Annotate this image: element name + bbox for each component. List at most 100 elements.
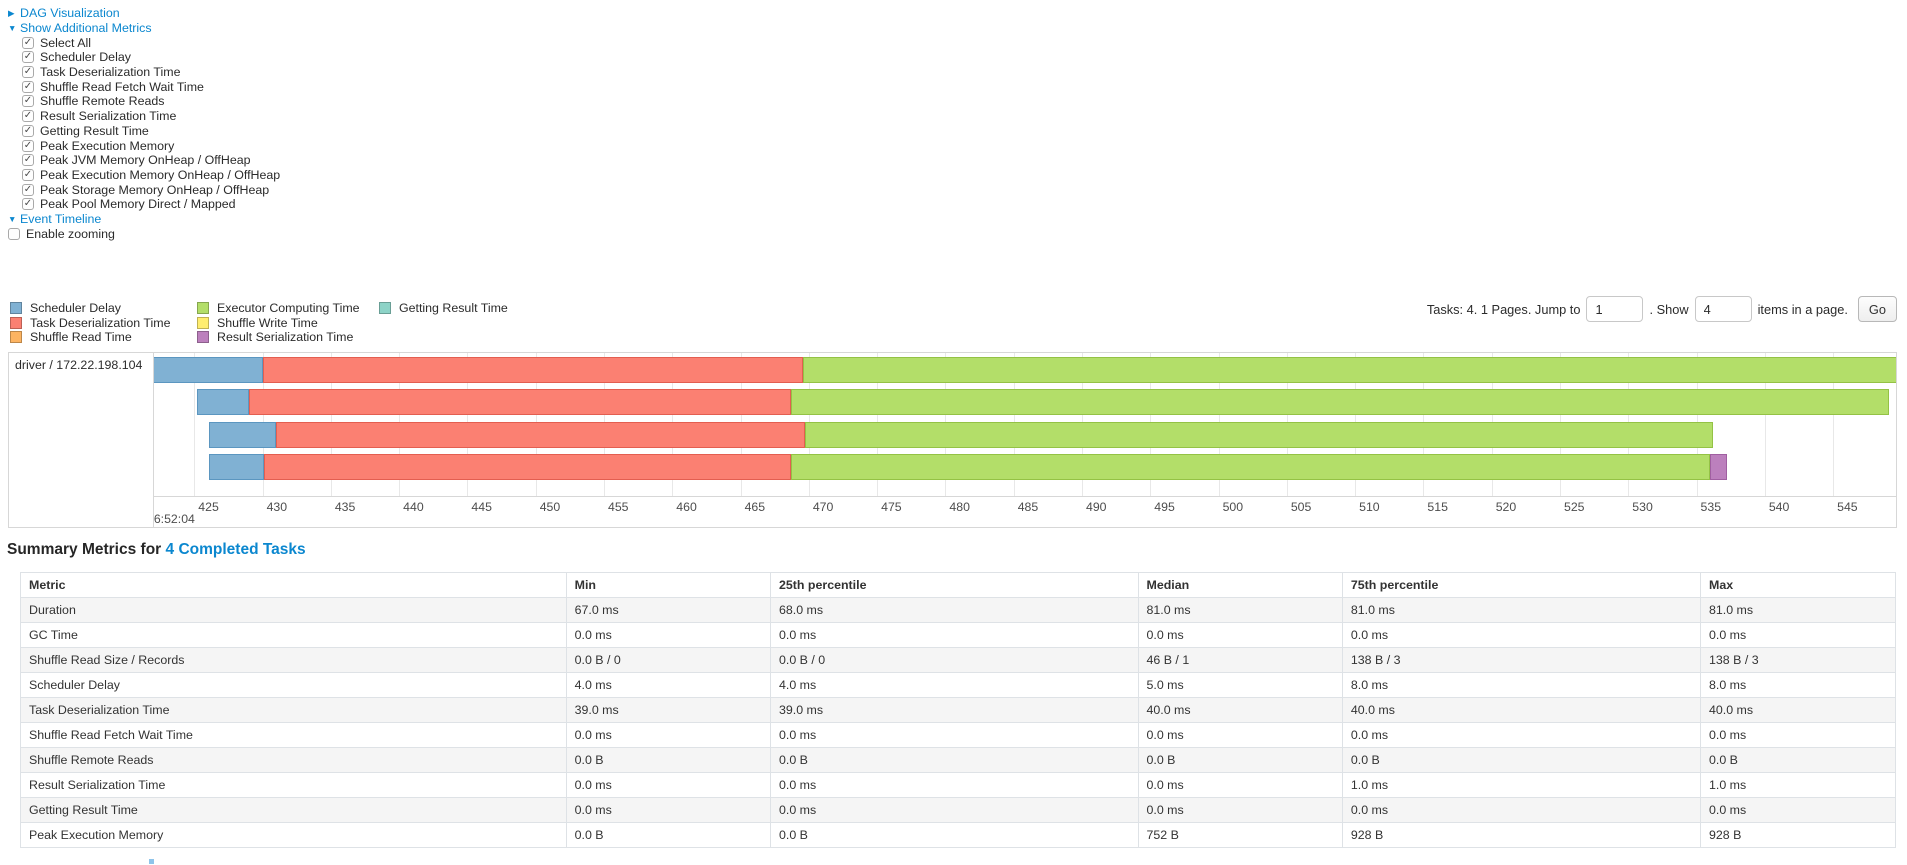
- metric-checkbox-label: Shuffle Read Fetch Wait Time: [40, 79, 204, 94]
- x-tick-label: 435: [334, 500, 356, 514]
- items-per-page-input[interactable]: [1694, 296, 1752, 322]
- task-bar-segment-scheduler_delay[interactable]: [197, 389, 249, 416]
- stage-controls: ▶ DAG Visualization ▼ Show Additional Me…: [8, 6, 280, 241]
- show-additional-metrics-label: Show Additional Metrics: [20, 21, 152, 36]
- enable-zooming-checkbox[interactable]: [8, 227, 20, 240]
- x-tick-label: 540: [1768, 500, 1790, 514]
- metric-checkbox-label: Peak Pool Memory Direct / Mapped: [40, 197, 236, 212]
- metric-checkbox-label: Getting Result Time: [40, 123, 149, 138]
- dag-visualization-toggle[interactable]: ▶ DAG Visualization: [8, 6, 280, 21]
- legend-item-task_deserialization: Task Deserialization Time: [10, 316, 197, 331]
- legend-swatch-getting_result: [379, 302, 391, 315]
- metric-checkbox-label: Peak Execution Memory: [40, 138, 175, 153]
- table-cell: 0.0 ms: [565, 772, 772, 798]
- table-header-cell: Metric: [20, 572, 567, 598]
- table-cell: 46 B / 1: [1137, 647, 1343, 673]
- enable-zooming-label: Enable zooming: [26, 226, 115, 241]
- task-bar-segment-task_deserialization[interactable]: [276, 421, 805, 448]
- task-bar-segment-result_serialization[interactable]: [1710, 453, 1727, 480]
- task-bar-segment-task_deserialization[interactable]: [262, 357, 804, 383]
- table-cell: 39.0 ms: [565, 697, 772, 723]
- table-header-cell: Median: [1137, 572, 1343, 598]
- table-cell: 0.0 ms: [1341, 722, 1702, 748]
- x-tick-label: 530: [1632, 500, 1653, 514]
- task-bar-segment-scheduler_delay[interactable]: [209, 421, 277, 448]
- table-cell: 81.0 ms: [1700, 597, 1896, 623]
- x-tick-label: 440: [403, 500, 424, 514]
- go-button[interactable]: Go: [1857, 296, 1897, 322]
- table-cell: 138 B / 3: [1700, 647, 1896, 673]
- table-cell: 4.0 ms: [565, 672, 772, 698]
- legend-item-scheduler_delay: Scheduler Delay: [10, 301, 197, 316]
- metric-checkbox[interactable]: [22, 66, 34, 79]
- x-tick-label: 495: [1154, 500, 1175, 514]
- metric-checkbox[interactable]: [22, 154, 34, 167]
- metric-checkbox-row: Peak Execution Memory OnHeap / OffHeap: [22, 168, 280, 183]
- gridline: [194, 353, 196, 496]
- metric-checkbox-row: Peak Execution Memory: [22, 138, 280, 153]
- event-timeline-toggle[interactable]: ▼ Event Timeline: [8, 212, 280, 227]
- table-row: Shuffle Read Size / Records 0.0 B / 0 0.0 …: [20, 647, 1896, 673]
- table-row: Task Deserialization Time 39.0 ms 39.0 ms 4…: [20, 697, 1896, 723]
- table-cell: Task Deserialization Time: [20, 697, 567, 723]
- table-cell: 0.0 ms: [770, 722, 1139, 748]
- metric-checkbox[interactable]: [22, 124, 34, 137]
- task-bar-segment-executor_computing[interactable]: [803, 357, 1896, 383]
- table-cell: Getting Result Time: [20, 797, 567, 823]
- task-bar-segment-scheduler_delay[interactable]: [209, 453, 264, 480]
- metric-checkbox[interactable]: [22, 168, 34, 181]
- table-cell: Shuffle Read Size / Records: [20, 647, 567, 673]
- x-tick-label: 535: [1700, 500, 1722, 514]
- metric-checkbox[interactable]: [22, 198, 34, 211]
- jump-to-page-input[interactable]: [1586, 296, 1644, 322]
- table-row: Scheduler Delay 4.0 ms 4.0 ms 5.0 ms 8.0 ms 8…: [20, 672, 1896, 698]
- table-cell: 0.0 B: [770, 747, 1139, 773]
- task-bar-segment-scheduler_delay[interactable]: [154, 357, 263, 383]
- metric-checkbox-label: Result Serialization Time: [40, 109, 177, 124]
- table-cell: 0.0 ms: [565, 722, 772, 748]
- task-bar-segment-executor_computing[interactable]: [791, 453, 1711, 480]
- completed-tasks-link[interactable]: 4 Completed Tasks: [165, 541, 306, 558]
- table-cell: 0.0 B: [1137, 747, 1343, 773]
- metric-checkbox-row: Peak Storage Memory OnHeap / OffHeap: [22, 182, 280, 197]
- table-body: Duration 67.0 ms 68.0 ms 81.0 ms 81.0 ms 81.0…: [20, 597, 1896, 848]
- table-cell: 5.0 ms: [1137, 672, 1343, 698]
- metric-checkbox[interactable]: [22, 51, 34, 64]
- legend-item-result_serialization: Result Serialization Time: [197, 330, 379, 345]
- table-row: Shuffle Remote Reads 0.0 B 0.0 B 0.0 B 0.0 B…: [20, 747, 1896, 773]
- metric-checkbox[interactable]: [22, 36, 34, 49]
- table-cell: 0.0 ms: [1700, 622, 1896, 648]
- metric-checkbox[interactable]: [22, 183, 34, 196]
- metric-checkbox-row: Peak Pool Memory Direct / Mapped: [22, 197, 280, 212]
- task-bar-segment-executor_computing[interactable]: [804, 421, 1713, 448]
- metric-checkbox-row: Scheduler Delay: [22, 50, 280, 65]
- table-cell: 68.0 ms: [770, 597, 1139, 623]
- metric-checkbox[interactable]: [22, 95, 34, 108]
- legend-item-getting_result: Getting Result Time: [379, 301, 508, 316]
- task-bar-segment-executor_computing[interactable]: [791, 389, 1890, 416]
- table-cell: 928 B: [1341, 822, 1702, 848]
- x-tick-label: 475: [881, 500, 902, 514]
- table-cell: 0.0 B: [770, 822, 1139, 848]
- table-cell: 0.0 ms: [1700, 797, 1896, 823]
- table-cell: 40.0 ms: [1137, 697, 1343, 723]
- metric-checkbox-label: Select All: [40, 35, 91, 50]
- x-tick-label: 545: [1837, 500, 1858, 514]
- task-bar-segment-task_deserialization[interactable]: [248, 389, 792, 416]
- metric-checkbox[interactable]: [22, 139, 34, 152]
- table-header-cell: 75th percentile: [1341, 572, 1702, 598]
- table-cell: Duration: [20, 597, 567, 623]
- table-cell: 0.0 B / 0: [565, 647, 772, 673]
- metric-checkbox[interactable]: [22, 80, 34, 93]
- summary-metrics-table: Metric Min 25th percentile Median 75th perce…: [20, 572, 1896, 848]
- gridline: [1833, 353, 1835, 496]
- task-bar-segment-task_deserialization[interactable]: [263, 453, 792, 480]
- table-header-cell: 25th percentile: [770, 572, 1139, 598]
- x-tick-label: 500: [1222, 500, 1244, 514]
- table-cell: 1.0 ms: [1700, 772, 1896, 798]
- table-row: Shuffle Read Fetch Wait Time 0.0 ms 0.0 ms…: [20, 722, 1896, 748]
- legend-label: Executor Computing Time: [217, 301, 360, 316]
- show-additional-metrics-toggle[interactable]: ▼ Show Additional Metrics: [8, 21, 280, 36]
- table-row: Peak Execution Memory 0.0 B 0.0 B 752 B 928 …: [20, 822, 1896, 848]
- metric-checkbox[interactable]: [22, 110, 34, 123]
